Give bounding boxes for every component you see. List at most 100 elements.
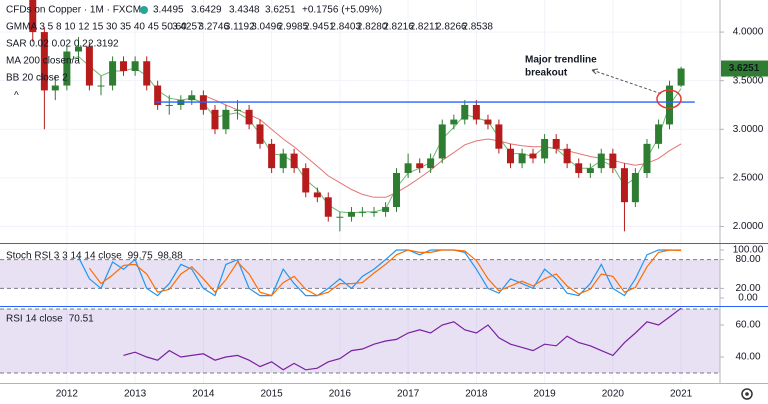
band-fill <box>0 309 720 373</box>
candle-body <box>233 109 241 111</box>
annotation: breakout <box>525 68 568 79</box>
y-tick-label: 3.0000 <box>733 124 764 135</box>
open-value: 3.4495 <box>153 5 184 16</box>
collapse-toggle[interactable]: ^ <box>14 91 19 102</box>
x-tick-label: 2012 <box>56 389 79 400</box>
candle-body <box>495 124 503 149</box>
candle-body <box>484 119 492 125</box>
ma-value: n/a <box>66 56 80 67</box>
y-tick-label: 80.00 <box>735 254 760 265</box>
candle-body <box>393 173 401 208</box>
y-tick-label: 4.0000 <box>733 27 764 38</box>
candle-body <box>620 168 628 203</box>
gear-center <box>745 392 749 396</box>
candle-body <box>120 61 128 71</box>
candle-body <box>518 153 526 164</box>
gmma-label[interactable]: GMMA 3 5 8 10 12 15 30 35 40 45 50 60 <box>6 22 187 33</box>
gmma-value: 2.8538 <box>462 22 493 33</box>
last-price-box <box>721 60 768 77</box>
candle-body <box>74 46 82 52</box>
x-tick-label: 2014 <box>192 389 215 400</box>
candle-body <box>609 153 617 169</box>
candle-body <box>302 168 310 193</box>
candle-body <box>222 109 230 130</box>
candle-body <box>347 211 355 217</box>
candle-body <box>586 168 594 174</box>
y-tick-label: 20.00 <box>735 283 760 294</box>
x-tick-label: 2013 <box>124 389 147 400</box>
candle-body <box>85 46 93 86</box>
candle-body <box>290 153 298 169</box>
gmma-value: 2.8280 <box>357 22 388 33</box>
candle-body <box>97 85 105 87</box>
x-tick-label: 2020 <box>602 389 625 400</box>
ma-label[interactable]: MA 200 close <box>6 56 66 67</box>
candle-body <box>211 109 219 130</box>
y-tick-label: 0.00 <box>738 293 758 304</box>
indicator-value: 98.88 <box>158 251 183 262</box>
last-price-label: 3.6251 <box>729 63 760 74</box>
candle-body <box>575 163 583 174</box>
low-value: 3.4348 <box>229 5 260 16</box>
indicator-value: 99.75 <box>128 251 153 262</box>
high-value: 3.6429 <box>191 5 222 16</box>
candle-body <box>143 61 151 86</box>
gmma-value: 2.9451 <box>304 22 335 33</box>
gear-ring <box>741 388 753 400</box>
candle-body <box>382 207 390 212</box>
gmma-value: 3.1192 <box>225 22 255 33</box>
candle-body <box>461 104 469 120</box>
sar-value: 2.3192 <box>88 39 119 50</box>
close-value: 3.6251 <box>265 5 296 16</box>
symbol-title[interactable]: CFDs on Copper · 1M · FXCM <box>6 5 141 16</box>
candle-body <box>472 104 480 120</box>
candle-body <box>131 61 139 71</box>
candle-body <box>643 143 651 174</box>
candle-body <box>188 95 196 101</box>
candle-body <box>563 148 571 164</box>
gmma-value: 3.0496 <box>251 22 282 33</box>
y-tick-label: 60.00 <box>735 320 760 331</box>
x-tick-label: 2018 <box>465 389 488 400</box>
y-tick-label: 2.0000 <box>733 221 764 232</box>
plot-layer <box>0 0 720 383</box>
indicator-line <box>88 249 682 297</box>
candle-body <box>677 68 685 86</box>
candle-body <box>154 85 162 105</box>
indicator-title: RSI 14 close <box>6 314 63 325</box>
sar-label[interactable]: SAR 0.02 0.02 0.2 <box>6 39 88 50</box>
candle-body <box>529 153 537 159</box>
y-tick-label: 40.00 <box>735 352 760 363</box>
gmma-value: 2.8266 <box>436 22 467 33</box>
gmma-value: 3.2746 <box>198 22 229 33</box>
indicator-title: Stoch RSI 3 3 14 14 close <box>6 251 122 262</box>
gmma-value: 2.9985 <box>278 22 309 33</box>
bb-label[interactable]: BB 20 close 2 <box>6 73 68 84</box>
gmma-value: 2.8403 <box>330 22 361 33</box>
candle-body <box>268 143 276 169</box>
y-tick-label: 2.5000 <box>733 173 764 184</box>
candle-body <box>40 32 48 91</box>
x-tick-label: 2021 <box>670 389 693 400</box>
candle-body <box>370 211 378 213</box>
candle-body <box>552 138 560 149</box>
x-tick-label: 2015 <box>260 389 283 400</box>
gmma-value: 2.8211 <box>410 22 440 33</box>
y-tick-label: 100.00 <box>733 245 764 256</box>
candle-body <box>109 61 117 86</box>
candle-body <box>63 51 71 86</box>
candle-body <box>165 104 173 106</box>
candle-body <box>427 158 435 169</box>
candle-body <box>51 85 59 91</box>
settings-gear[interactable] <box>741 388 753 400</box>
candle-body <box>665 85 673 125</box>
indicator-value: 70.51 <box>69 314 94 325</box>
indicator-line <box>123 307 682 371</box>
change-value: +0.1756 (+5.09%) <box>302 5 382 16</box>
y-tick-label: 3.5000 <box>733 75 764 86</box>
candle-body <box>336 216 344 218</box>
candle-body <box>358 211 366 213</box>
candle-body <box>655 124 663 144</box>
candle-body <box>541 138 549 159</box>
